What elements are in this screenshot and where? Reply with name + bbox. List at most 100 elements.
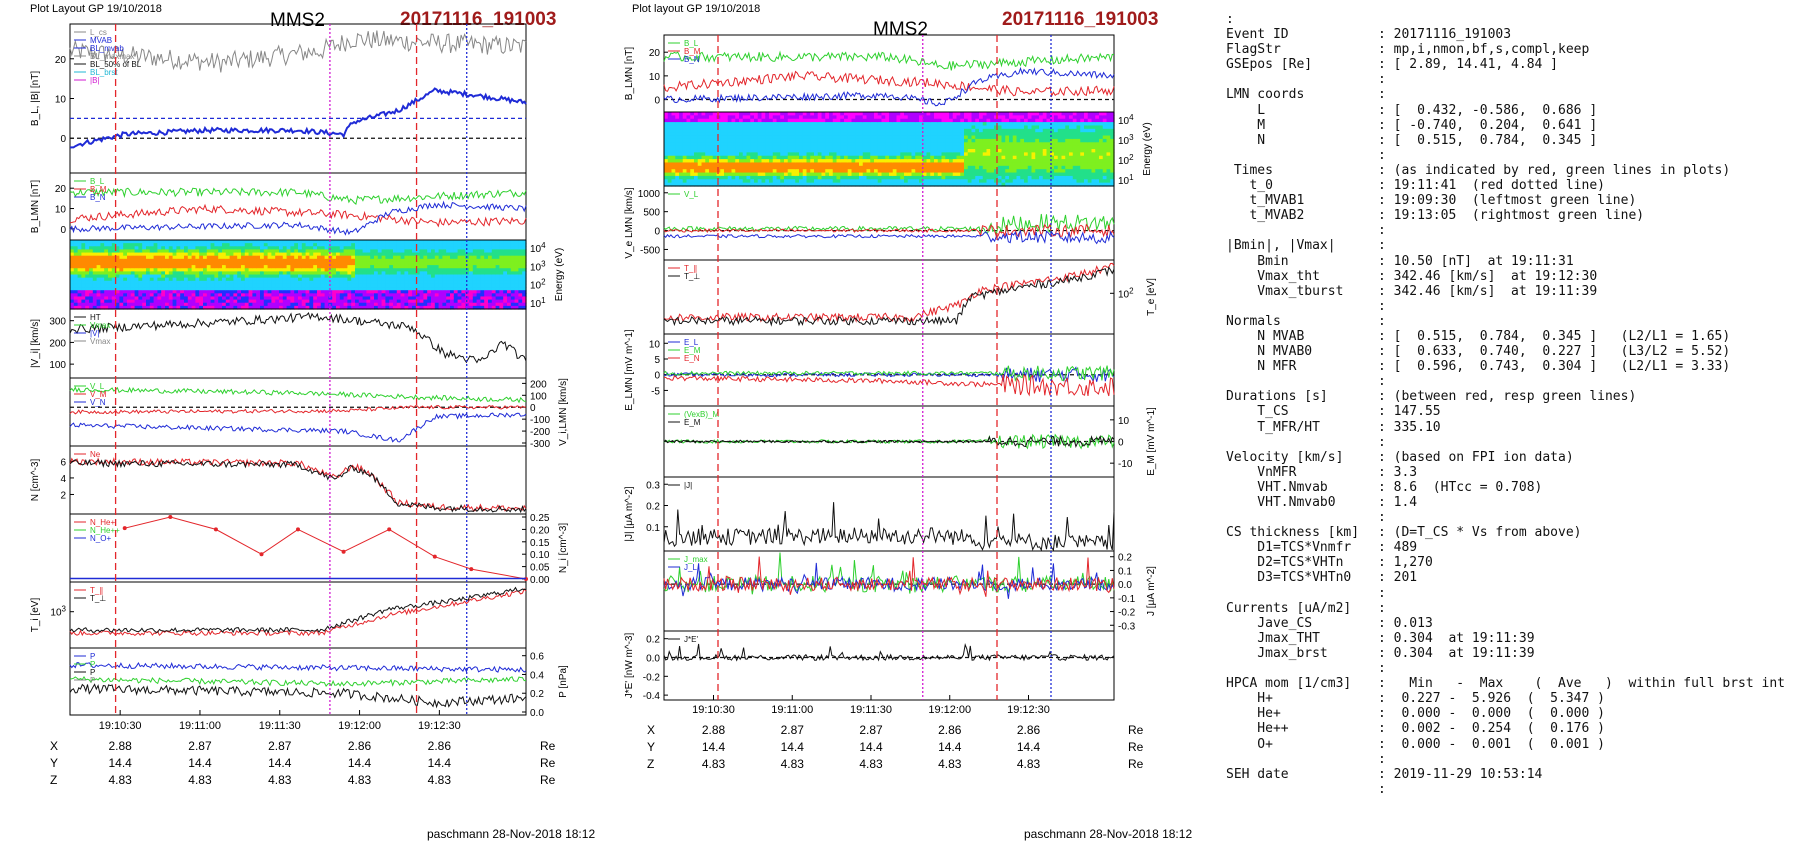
spectrogram-cell [491, 246, 497, 251]
spectrogram-cell [317, 302, 322, 307]
spectrogram-cell [332, 277, 337, 282]
spectrogram-cell [1001, 152, 1006, 157]
spectrogram-cell [904, 155, 909, 160]
spectrogram-cell [967, 172, 973, 177]
spectrogram-cell [765, 135, 770, 140]
spectrogram-cell [237, 268, 242, 272]
spectrogram-cell [206, 283, 212, 288]
spectrogram-cell [904, 122, 909, 127]
spectrogram-cell [438, 240, 443, 244]
spectrogram-cell [922, 122, 928, 127]
spectrogram-cell [282, 258, 288, 263]
spectrogram-cell [172, 258, 177, 263]
spectrogram-cell [480, 268, 485, 272]
spectrogram-cell [453, 246, 459, 251]
spectrogram-cell [784, 145, 789, 150]
spectrogram-cell [986, 122, 991, 127]
spectrogram-cell [761, 179, 766, 184]
spectrogram-cell [431, 293, 436, 298]
spectrogram-cell [679, 165, 684, 170]
spectrogram-cell [157, 252, 162, 257]
spectrogram-cell [450, 261, 455, 266]
spectrogram-cell [252, 243, 257, 247]
spectrogram-cell [802, 155, 808, 160]
spectrogram-cell [450, 280, 455, 285]
spectrogram-cell [176, 277, 181, 282]
spectrogram-cell [862, 115, 868, 120]
spectrogram-cell [271, 271, 276, 276]
spectrogram-cell [244, 305, 250, 310]
spectrogram-cell [225, 283, 231, 288]
spectrogram-cell [484, 265, 489, 269]
spectrogram-cell [237, 261, 242, 266]
spectrogram-cell [836, 169, 841, 174]
spectrogram-cell [301, 246, 307, 251]
spectrogram-cell [802, 159, 808, 164]
spectrogram-cell [1016, 152, 1021, 157]
spectrogram-cell [320, 305, 326, 310]
spectrogram-cell [832, 182, 838, 187]
spectrogram-cell [332, 271, 337, 276]
spectrogram-cell [305, 255, 310, 260]
spectrogram-cell [919, 135, 924, 140]
spectrogram-cell [1024, 125, 1029, 130]
spectrogram-cell [377, 287, 383, 291]
spectrogram-cell [96, 255, 101, 260]
spectrogram-cell [130, 240, 136, 244]
spectrogram-cell [503, 296, 508, 301]
spectrogram-cell [1016, 169, 1021, 174]
y-tick-label: 0 [60, 225, 66, 236]
spectrogram-cell [731, 149, 736, 153]
spectrogram-cell [328, 305, 333, 310]
spectrogram-cell [787, 165, 793, 170]
spectrogram-cell [89, 290, 94, 294]
spectrogram-cell [817, 145, 823, 150]
spectrogram-cell [840, 152, 845, 157]
spectrogram-cell [332, 283, 337, 288]
spectrogram-cell [937, 138, 943, 143]
spectrogram-cell [855, 169, 860, 174]
spectrogram-cell [362, 243, 367, 247]
spectrogram-cell [1016, 138, 1021, 143]
spectrogram-cell [142, 280, 147, 285]
spectrogram-cell [1027, 122, 1033, 127]
spectrogram-cell [85, 287, 90, 291]
spectrogram-cell [298, 261, 303, 266]
spectrogram-cell [172, 290, 177, 294]
spectrogram-cell [870, 175, 875, 180]
spectrogram-cell [119, 293, 124, 298]
spectrogram-cell [810, 128, 815, 133]
legend-entry: B_M [90, 185, 107, 194]
spectrogram-cell [690, 172, 695, 177]
spectrogram-cell [282, 240, 288, 244]
spectrogram-cell [889, 162, 894, 167]
spectrogram-cell [964, 118, 969, 123]
spectrogram-cell [275, 296, 280, 301]
spectrogram-cell [690, 125, 695, 130]
spectrogram-cell [522, 274, 527, 279]
y-axis-label: Energy (eV) [554, 248, 565, 301]
spectrogram-cell [275, 258, 280, 263]
spectrogram-cell [423, 240, 428, 244]
spectrogram-cell [832, 138, 838, 143]
spectrogram-cell [709, 135, 714, 140]
spectrogram-cell [180, 296, 185, 301]
spectrogram-cell [89, 268, 94, 272]
spectrogram-cell [761, 162, 766, 167]
spectrogram-cell [210, 299, 215, 304]
spectrogram-cell [85, 271, 90, 276]
spectrogram-cell [73, 268, 79, 272]
spectrogram-cell [1012, 142, 1018, 147]
spectrogram-cell [115, 252, 120, 257]
spectrogram-cell [187, 243, 193, 247]
spectrogram-cell [111, 258, 117, 263]
spectrogram-cell [290, 302, 295, 307]
spectrogram-cell [184, 290, 189, 294]
spectrogram-cell [716, 135, 721, 140]
spectrogram-cell [514, 265, 519, 269]
spectrogram-cell [836, 122, 841, 127]
spectrogram-cell [168, 243, 174, 247]
spectrogram-cell [130, 287, 136, 291]
spectrogram-cell [260, 252, 265, 257]
spectrogram-cell [195, 296, 200, 301]
